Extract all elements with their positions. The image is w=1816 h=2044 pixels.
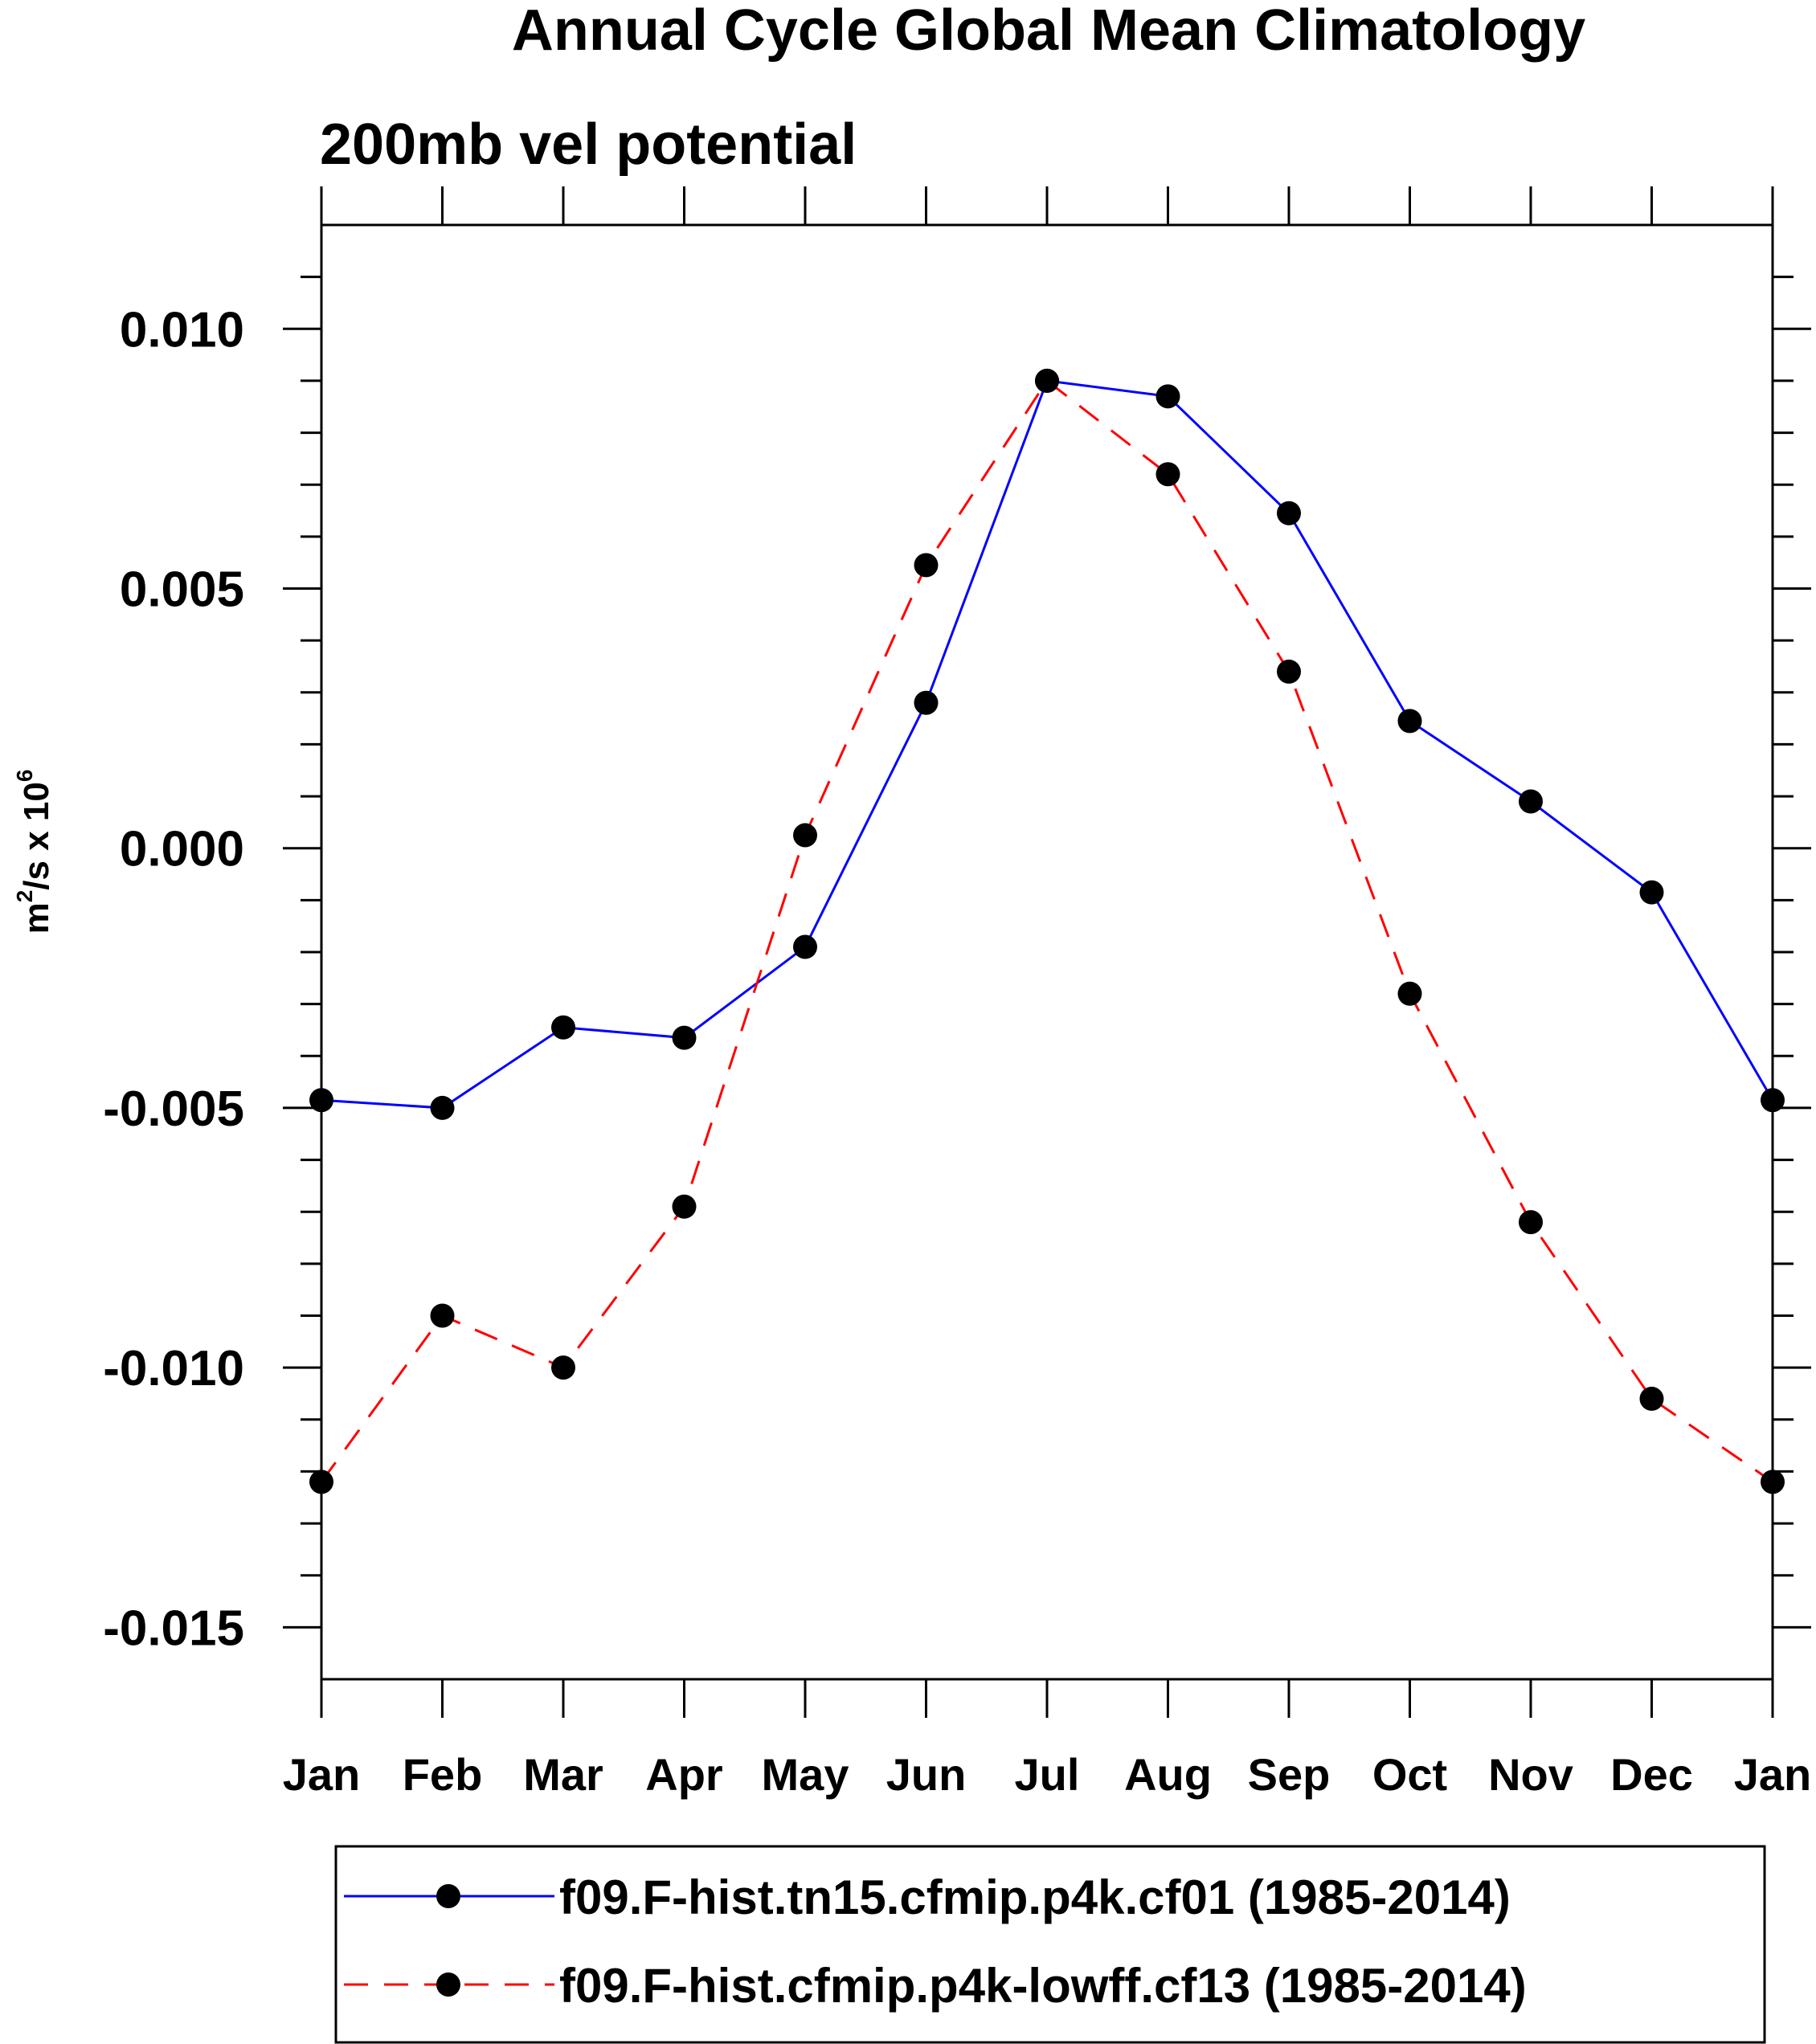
data-series — [309, 368, 1785, 1494]
series-line-1 — [321, 379, 1774, 1110]
series-2-point — [672, 1194, 697, 1219]
series-1-point — [1155, 384, 1180, 409]
series-2-point — [1639, 1386, 1664, 1411]
legend-marker-2 — [436, 1972, 460, 1997]
y-tick-label: -0.015 — [103, 1600, 244, 1656]
y-tick-label: 0.000 — [120, 822, 244, 877]
legend-box — [334, 1845, 1766, 2044]
series-2-point — [430, 1303, 455, 1328]
x-tick-label: Aug — [1124, 1749, 1212, 1800]
x-tick-label: Jun — [886, 1749, 967, 1800]
y-tick-label: -0.010 — [103, 1341, 244, 1396]
y-axis-label: m2/s x 106 — [12, 770, 56, 934]
x-tick-label: Sep — [1248, 1749, 1331, 1800]
legend: f09.F-hist.tn15.cfmip.p4k.cf01 (1985-201… — [334, 1845, 1766, 2044]
x-tick-label: Jan — [1734, 1749, 1812, 1800]
series-2-point — [1035, 368, 1059, 393]
chart-subtitle: 200mb vel potential — [320, 112, 857, 177]
x-tick-label: Dec — [1610, 1749, 1693, 1800]
x-tick-label: Jan — [283, 1749, 361, 1800]
series-1-point — [914, 690, 939, 715]
x-tick-label: Feb — [403, 1749, 483, 1800]
plot-frame — [320, 223, 1774, 1681]
series-1-point — [1397, 709, 1422, 734]
y-tick-label: 0.010 — [120, 302, 244, 358]
y-tick-label: 0.005 — [120, 562, 244, 618]
axis-ticks — [283, 186, 1811, 1718]
series-1-point — [1519, 789, 1543, 814]
x-tick-label: Jul — [1015, 1749, 1080, 1800]
chart-title: Annual Cycle Global Mean Climatology — [512, 0, 1585, 63]
series-1-point — [1639, 880, 1664, 905]
y-tick-labels: -0.015 -0.010 -0.005 0.000 0.005 0.010 — [103, 302, 244, 1656]
series-1-point — [672, 1025, 697, 1050]
legend-label-1: f09.F-hist.tn15.cfmip.p4k.cf01 (1985-201… — [559, 1870, 1511, 1924]
series-2-point — [551, 1355, 575, 1380]
x-tick-label: May — [762, 1749, 849, 1800]
series-1-point — [430, 1095, 455, 1120]
x-tick-label: Nov — [1488, 1749, 1573, 1800]
series-1-point — [551, 1015, 575, 1040]
x-tick-label: Apr — [645, 1749, 722, 1800]
legend-label-2: f09.F-hist.cfmip.p4k-lowff.cf13 (1985-20… — [559, 1959, 1527, 2013]
series-2-point — [1277, 659, 1301, 684]
series-line-2 — [320, 378, 1773, 1483]
legend-marker-1 — [436, 1884, 460, 1908]
x-tick-label: Oct — [1372, 1749, 1447, 1800]
series-2-point — [1519, 1210, 1543, 1235]
y-tick-label: -0.005 — [103, 1081, 244, 1137]
series-2-point — [1397, 981, 1422, 1006]
series-2-point — [914, 553, 939, 578]
series-1-point — [1277, 501, 1301, 525]
series-2-point — [1155, 462, 1180, 487]
x-tick-labels: Jan Feb Mar Apr May Jun Jul Aug Sep Oct Nov Dec Jan — [283, 1749, 1812, 1800]
x-tick-label: Mar — [523, 1749, 603, 1800]
series-1-point — [793, 934, 817, 959]
series-2-point — [793, 823, 817, 848]
